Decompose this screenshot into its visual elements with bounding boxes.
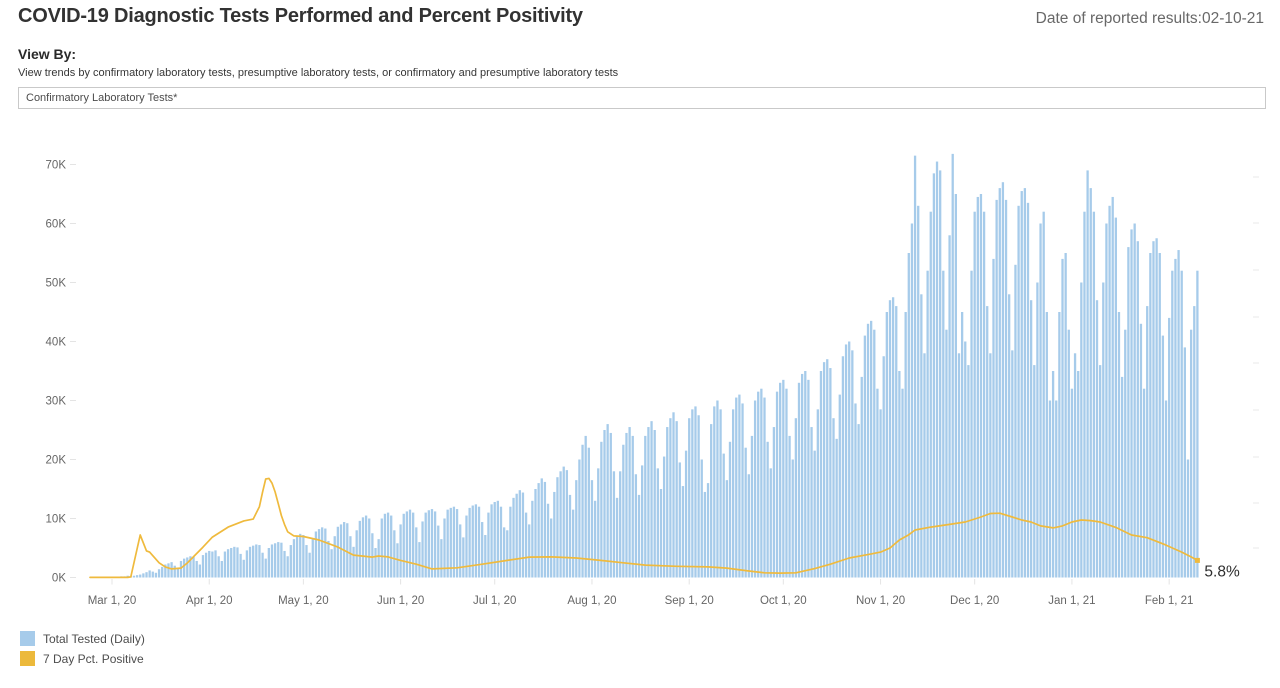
legend-item-total-tested[interactable]: Total Tested (Daily): [20, 631, 145, 646]
svg-text:Oct 1, 20: Oct 1, 20: [760, 595, 807, 607]
svg-text:10K: 10K: [46, 514, 67, 526]
svg-text:May 1, 20: May 1, 20: [278, 595, 329, 607]
legend-label-pct-positive: 7 Day Pct. Positive: [43, 651, 144, 666]
svg-text:Jul 1, 20: Jul 1, 20: [473, 595, 516, 607]
svg-text:70K: 70K: [46, 160, 67, 172]
svg-text:Aug 1, 20: Aug 1, 20: [567, 595, 616, 607]
svg-text:Mar 1, 20: Mar 1, 20: [88, 595, 137, 607]
svg-text:Dec 1, 20: Dec 1, 20: [950, 595, 999, 607]
svg-text:20K: 20K: [46, 455, 67, 467]
svg-text:Apr 1, 20: Apr 1, 20: [186, 595, 233, 607]
svg-text:Jan 1, 21: Jan 1, 21: [1048, 595, 1095, 607]
chart-legend: Total Tested (Daily) 7 Day Pct. Positive: [20, 631, 145, 666]
legend-swatch-pct-positive-icon: [20, 651, 35, 666]
svg-text:60K: 60K: [46, 219, 67, 231]
svg-text:Sep 1, 20: Sep 1, 20: [665, 595, 714, 607]
svg-text:Jun 1, 20: Jun 1, 20: [377, 595, 424, 607]
svg-text:Nov 1, 20: Nov 1, 20: [856, 595, 905, 607]
svg-text:0K: 0K: [52, 573, 66, 585]
view-by-dropdown[interactable]: Confirmatory Laboratory Tests*: [18, 87, 1266, 109]
svg-text:5.8%: 5.8%: [1204, 563, 1240, 580]
svg-text:30K: 30K: [46, 396, 67, 408]
view-by-label: View By:: [18, 46, 77, 62]
view-by-description: View trends by confirmatory laboratory t…: [18, 67, 619, 79]
view-by-dropdown-value: Confirmatory Laboratory Tests*: [26, 92, 178, 104]
legend-swatch-total-tested-icon: [20, 631, 35, 646]
svg-text:40K: 40K: [46, 337, 67, 349]
page-title: COVID-19 Diagnostic Tests Performed and …: [18, 5, 583, 27]
legend-label-total-tested: Total Tested (Daily): [43, 631, 145, 646]
svg-text:50K: 50K: [46, 278, 67, 290]
svg-text:Feb 1, 21: Feb 1, 21: [1145, 595, 1194, 607]
chart-canvas[interactable]: 0K 10K 20K 30K 40K 50K 60K 70K Mar 1, 20 Apr 1, 2…: [0, 130, 1280, 630]
report-date-label: Date of reported results:02-10-21: [1035, 10, 1264, 27]
legend-item-pct-positive[interactable]: 7 Day Pct. Positive: [20, 651, 145, 666]
